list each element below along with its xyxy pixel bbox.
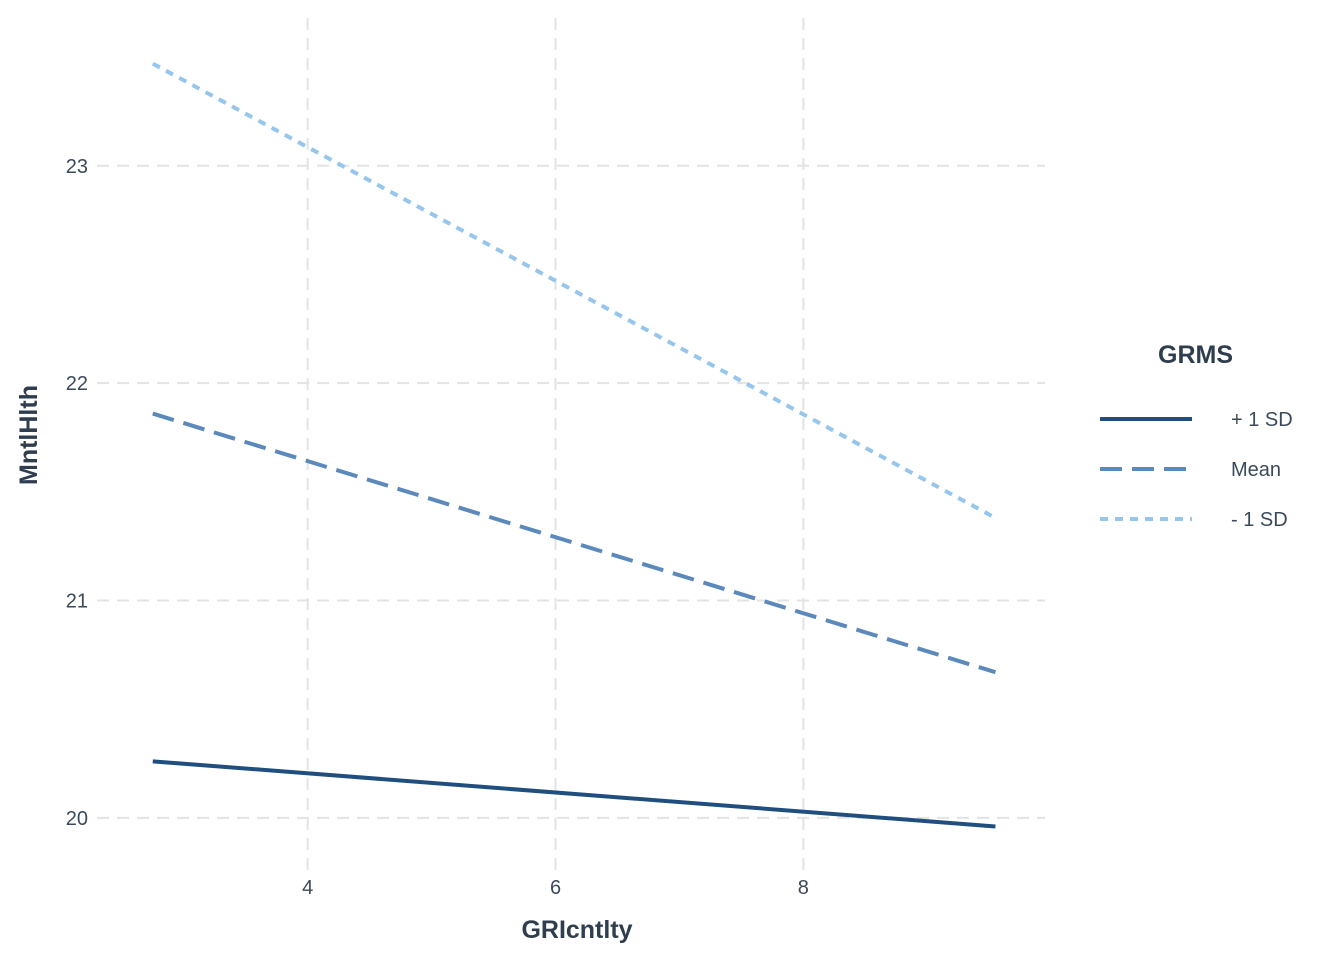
y-tick-label: 23	[66, 156, 88, 178]
legend-title: GRMS	[1158, 341, 1233, 369]
tick-labels: 4 6 8 20 21 22 23	[66, 156, 809, 899]
y-tick-label: 20	[66, 808, 88, 830]
y-tick-label: 22	[66, 373, 88, 395]
legend-items: + 1 SD Mean - 1 SD	[1100, 409, 1293, 531]
legend-label: + 1 SD	[1231, 409, 1293, 431]
x-axis-title: GRIcntlty	[521, 916, 632, 944]
legend: GRMS + 1 SD Mean - 1 SD	[1100, 341, 1293, 531]
x-tick-label: 4	[302, 877, 313, 899]
series-lines	[151, 61, 997, 829]
legend-label: Mean	[1231, 459, 1281, 481]
series-line	[152, 411, 997, 675]
x-tick-label: 6	[550, 877, 561, 899]
legend-label: - 1 SD	[1231, 509, 1288, 531]
x-tick-label: 8	[798, 877, 809, 899]
y-axis-title: MntlHlth	[15, 385, 43, 485]
y-tick-label: 21	[66, 590, 88, 612]
series-line	[152, 759, 996, 829]
series-line	[151, 61, 997, 520]
grid	[97, 18, 1045, 870]
